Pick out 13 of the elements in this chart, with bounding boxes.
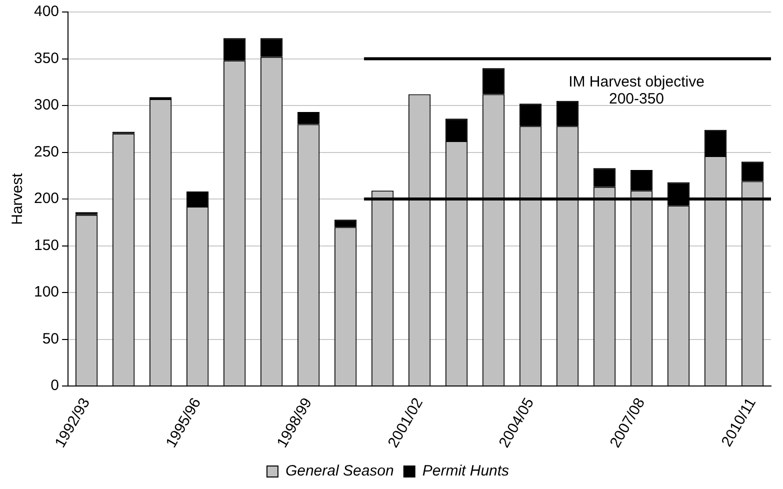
y-tick-label: 400 bbox=[34, 3, 60, 20]
y-tick-label: 350 bbox=[34, 50, 60, 67]
y-tick-label: 50 bbox=[42, 330, 60, 348]
y-tick-label: 150 bbox=[34, 236, 60, 254]
y-tick-label: 0 bbox=[50, 377, 60, 394]
legend-label: Permit Hunts bbox=[422, 462, 510, 480]
y-axis-title: Harvest bbox=[9, 172, 26, 225]
y-tick-label: 200 bbox=[34, 190, 60, 208]
y-tick-label: 100 bbox=[34, 284, 60, 301]
y-tick-label: 300 bbox=[34, 96, 60, 114]
y-tick-label: 250 bbox=[34, 143, 60, 160]
annotation: IM Harvest objective 200-350 bbox=[568, 73, 704, 108]
legend-label: General Season bbox=[285, 462, 394, 480]
